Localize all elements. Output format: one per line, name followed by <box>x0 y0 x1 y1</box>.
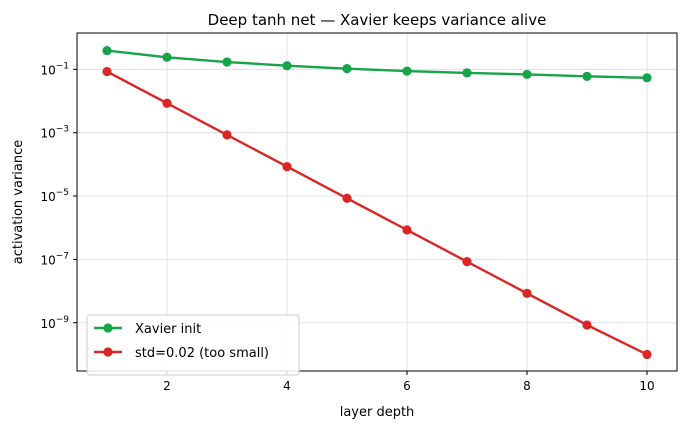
series-2-point <box>582 320 592 330</box>
x-tick-label: 6 <box>403 379 411 393</box>
series-1-point <box>282 61 292 71</box>
series-1-point <box>222 57 232 67</box>
x-tick-label: 10 <box>639 379 654 393</box>
series-2-point <box>522 288 532 298</box>
x-tick-label: 4 <box>283 379 291 393</box>
axes: 2 4 6 8 10 10−9 10−7 10−5 10−3 10−1 <box>40 61 654 393</box>
series-1-point <box>642 73 652 83</box>
x-tick-label: 8 <box>523 379 531 393</box>
series-2-point <box>342 193 352 203</box>
series-2-point <box>162 98 172 108</box>
series-1-point <box>462 68 472 78</box>
series-line-2 <box>106 70 648 356</box>
legend: Xavier init std=0.02 (too small) <box>86 314 300 376</box>
chart-title: Deep tanh net — Xavier keeps variance al… <box>208 11 547 29</box>
x-axis-title: layer depth <box>340 405 415 420</box>
series-2-point <box>282 161 292 172</box>
legend-swatch-marker <box>103 347 113 357</box>
y-tick-label: 10−7 <box>40 251 69 267</box>
plot-frame <box>76 32 678 372</box>
x-tick-label: 2 <box>163 379 171 393</box>
legend-label: Xavier init <box>135 322 201 337</box>
y-tick-label: 10−9 <box>40 315 69 331</box>
y-axis-title: activation variance <box>11 140 26 264</box>
series-1-point <box>582 71 592 81</box>
legend-box <box>86 314 300 376</box>
series-2-point <box>402 225 412 235</box>
series-layer <box>102 45 652 360</box>
series-1-point <box>162 52 172 62</box>
y-tick-label: 10−5 <box>40 188 69 204</box>
y-tick-label: 10−1 <box>40 61 69 77</box>
y-tick-label: 10−3 <box>40 125 69 141</box>
series-2-point <box>102 66 112 77</box>
series-1-point <box>102 45 112 56</box>
series-1-point <box>402 66 412 76</box>
series-line-1 <box>106 49 648 79</box>
series-1-point <box>522 69 532 80</box>
series-1-point <box>342 64 352 74</box>
legend-swatch-marker <box>103 323 113 333</box>
series-2-point <box>642 349 652 360</box>
series-2-point <box>222 130 232 140</box>
legend-label: std=0.02 (too small) <box>135 346 269 361</box>
series-2-point <box>462 257 472 267</box>
